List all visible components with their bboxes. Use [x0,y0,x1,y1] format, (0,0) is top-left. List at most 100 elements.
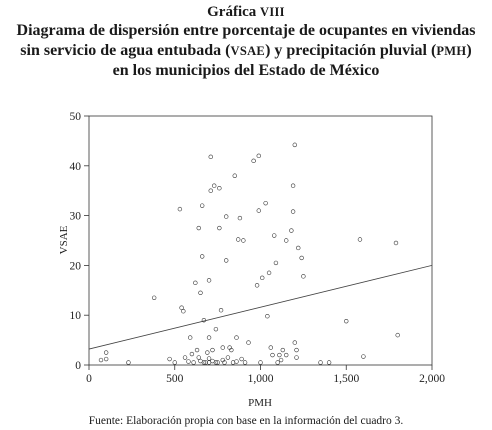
data-point [217,186,222,191]
data-points [98,142,400,365]
data-point [103,356,109,362]
y-tick-label: 20 [70,260,82,272]
data-point [98,357,104,363]
data-point [196,355,201,360]
data-point [246,340,251,345]
y-tick-label: 50 [70,111,82,123]
data-point [126,360,131,365]
data-point [393,240,399,246]
chart-title: Gráfica VIII Diagrama de dispersión entr… [0,3,492,81]
data-point [229,347,234,353]
data-point [191,360,196,365]
data-point [218,308,224,313]
data-point [203,360,208,365]
vsae-abbr: VSAE [230,44,266,58]
pmh-abbr: PMH [436,44,467,58]
data-point [189,351,195,357]
data-point [294,347,299,353]
data-point [266,270,272,276]
chart-title-label: Gráfica VIII [207,4,285,20]
chart-title-line-2: sin servicio de agua entubada (VSAE) y p… [20,42,472,59]
data-point [194,347,200,353]
data-point [254,283,260,288]
data-point [206,278,212,283]
data-point [151,295,157,300]
data-point [273,260,279,266]
data-point [299,255,304,261]
data-point [196,225,201,231]
x-tick-label: 2,000 [419,373,445,385]
plot-frame [88,115,433,366]
data-point [236,237,241,242]
data-point [206,356,212,361]
plot-area [88,115,433,366]
data-point [289,228,294,233]
data-point [301,274,306,279]
data-point [208,188,213,193]
x-tick-label: 0 [86,373,92,385]
y-tick-label: 0 [75,360,81,372]
data-point [277,352,282,358]
data-point [256,153,261,159]
data-point [395,332,400,338]
chart-title-line-3: en los municipios del Estado de México [112,62,380,79]
x-tick-label: 1,000 [248,373,274,385]
data-point [201,317,207,323]
y-tick-label: 30 [70,211,82,223]
data-point [186,359,191,364]
data-point [278,357,284,363]
chart-title-roman: VIII [260,5,285,19]
data-point [290,209,296,214]
data-point [260,275,265,281]
data-point [290,183,296,188]
data-point [326,360,332,365]
data-point [224,258,229,263]
data-point [284,352,289,358]
data-point [361,354,366,359]
data-point [206,335,212,340]
data-point [217,225,222,231]
data-point [205,350,210,355]
data-point [225,355,231,360]
data-point [181,309,186,314]
y-axis-label: VSAE [58,225,70,254]
data-point [242,360,248,365]
data-point [272,233,277,238]
data-point [232,173,237,178]
data-point [239,356,244,362]
data-point [275,360,280,365]
data-point [213,360,219,365]
source-note: Fuente: Elaboración propia con base en l… [88,415,404,427]
data-point [268,345,273,350]
chart-title-line-1: Diagrama de dispersión entre porcentaje … [16,22,476,39]
trend-line-group [88,265,433,350]
data-point [318,360,323,365]
data-point [280,347,285,353]
data-point [179,305,184,310]
data-point [284,238,289,243]
data-point [201,360,207,365]
data-point [234,335,239,340]
data-point [210,347,215,353]
data-point [222,360,227,365]
y-tick-label: 40 [70,161,82,173]
data-point [263,200,268,206]
data-point [357,237,363,242]
data-point [177,206,183,212]
data-point [294,355,299,360]
data-point [265,313,270,319]
data-point [198,290,203,295]
x-tick-label: 1,500 [333,373,359,385]
data-point [256,208,261,213]
x-tick-label: 500 [166,373,184,385]
data-point [344,318,349,324]
y-tick-label: 10 [70,310,82,322]
data-point [237,215,243,221]
data-point [292,142,297,148]
data-point [167,356,172,362]
data-point [251,158,256,164]
data-point [182,355,188,360]
data-point [211,183,217,188]
data-point [193,280,198,286]
